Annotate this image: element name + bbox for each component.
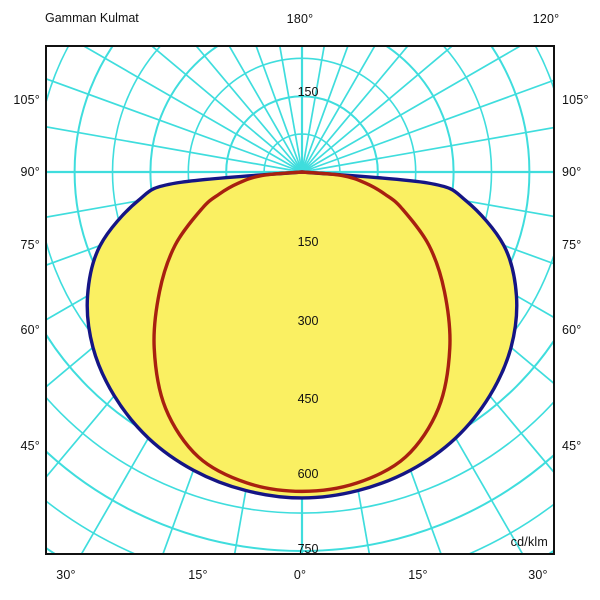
bottom-angle-label: 30°: [56, 568, 76, 582]
bottom-angle-label: 0°: [293, 568, 307, 582]
axis-label-top-center: 180°: [286, 12, 314, 26]
spoke-gridline: [301, 126, 553, 173]
right-angle-label: 105°: [562, 93, 589, 107]
spoke-gridline: [83, 47, 303, 173]
left-angle-label: 45°: [20, 439, 40, 453]
chart-title: Gamman Kulmat: [45, 11, 139, 25]
spoke-gridline: [47, 78, 303, 173]
left-angle-label: 105°: [13, 93, 40, 107]
left-angle-label: 90°: [20, 165, 40, 179]
radial-value-label: 750: [297, 541, 319, 556]
axis-label-top-right: 120°: [532, 12, 560, 26]
radial-value-label: 150: [297, 234, 319, 249]
radial-value-label: 300: [297, 313, 319, 328]
right-angle-label: 75°: [562, 238, 582, 252]
spoke-gridline: [301, 47, 408, 173]
polar-grid-and-curves: [47, 47, 553, 553]
left-angle-label: 60°: [20, 323, 40, 337]
spoke-gridline: [301, 47, 453, 173]
spoke-gridline: [151, 47, 303, 173]
arc-gridline: [47, 450, 553, 552]
right-angle-label: 45°: [562, 439, 582, 453]
bottom-angle-label: 15°: [188, 568, 208, 582]
radial-value-label: 450: [297, 391, 319, 406]
bottom-angle-label: 15°: [408, 568, 428, 582]
left-angle-label: 75°: [20, 238, 40, 252]
arc-gridline: [47, 397, 553, 514]
right-angle-label: 90°: [562, 165, 582, 179]
series-fill-c0: [87, 172, 517, 498]
series-curve-c90: [152, 170, 452, 494]
right-angle-label: 60°: [562, 323, 582, 337]
spoke-gridline: [301, 79, 553, 173]
series-curve-c0: [85, 170, 519, 500]
radial-value-label: 600: [297, 466, 319, 481]
spoke-gridline: [196, 47, 303, 173]
bottom-angle-label: 30°: [528, 568, 548, 582]
spoke-gridline: [301, 47, 521, 173]
unit-label: cd/klm: [510, 535, 548, 549]
spoke-gridline: [47, 126, 303, 173]
plot-area: [45, 45, 555, 555]
radial-value-label: 150: [297, 84, 319, 99]
